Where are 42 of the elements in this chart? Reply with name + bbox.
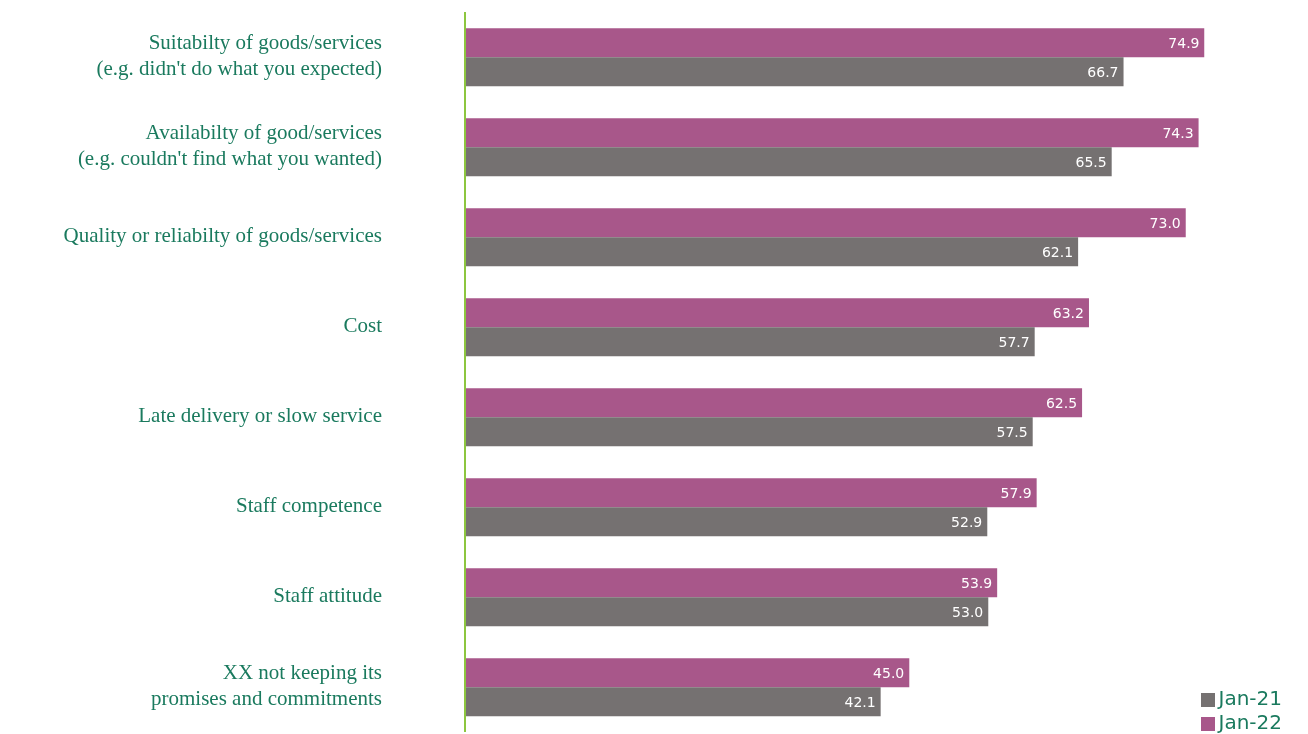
data-label: 74.9 [1168, 34, 1200, 51]
data-label: 57.5 [996, 423, 1028, 440]
legend-label: Jan-22 [1218, 710, 1282, 734]
bar [465, 417, 1033, 447]
data-label: 42.1 [844, 693, 876, 710]
bar [465, 568, 998, 598]
data-label: 65.5 [1075, 153, 1107, 170]
legend-label: Jan-21 [1218, 686, 1282, 710]
data-label: 45.0 [873, 664, 905, 681]
bar [465, 388, 1083, 418]
bar [465, 327, 1035, 357]
bar [465, 298, 1089, 328]
bar [465, 687, 881, 717]
y-tick-label: XX not keeping its promises and commitments [151, 659, 382, 710]
y-tick-label: Quality or reliabilty of goods/services [63, 222, 382, 247]
data-label: 53.9 [960, 574, 993, 591]
y-tick-label: Availabilty of good/services (e.g. couldn't find what you wanted) [77, 119, 382, 170]
data-label: 66.7 [1087, 63, 1119, 80]
data-label: 53.0 [952, 603, 984, 620]
data-label: 57.7 [998, 333, 1030, 350]
bar [465, 507, 988, 537]
y-tick-label: Staff attitude [273, 582, 382, 607]
y-tick-label: Suitabilty of goods/services (e.g. didn't do what you expected) [96, 29, 382, 80]
bar [465, 237, 1079, 267]
data-label: 74.3 [1162, 124, 1194, 141]
bar [465, 28, 1205, 58]
y-tick-label: Late delivery or slow service [138, 402, 382, 427]
bar [465, 57, 1124, 87]
data-label: 52.9 [951, 513, 983, 530]
bar [465, 658, 910, 688]
bar [465, 147, 1112, 177]
data-label: 63.2 [1052, 304, 1084, 321]
y-tick-label: Cost [343, 312, 383, 337]
data-label: 73.0 [1149, 214, 1181, 231]
y-tick-label: Staff competence [236, 492, 382, 517]
bar [465, 597, 989, 627]
data-label: 57.9 [1000, 484, 1032, 501]
data-label: 62.1 [1041, 243, 1074, 260]
bar [465, 118, 1199, 148]
data-label: 62.5 [1045, 394, 1078, 411]
bar [465, 208, 1186, 238]
bar [465, 478, 1037, 508]
